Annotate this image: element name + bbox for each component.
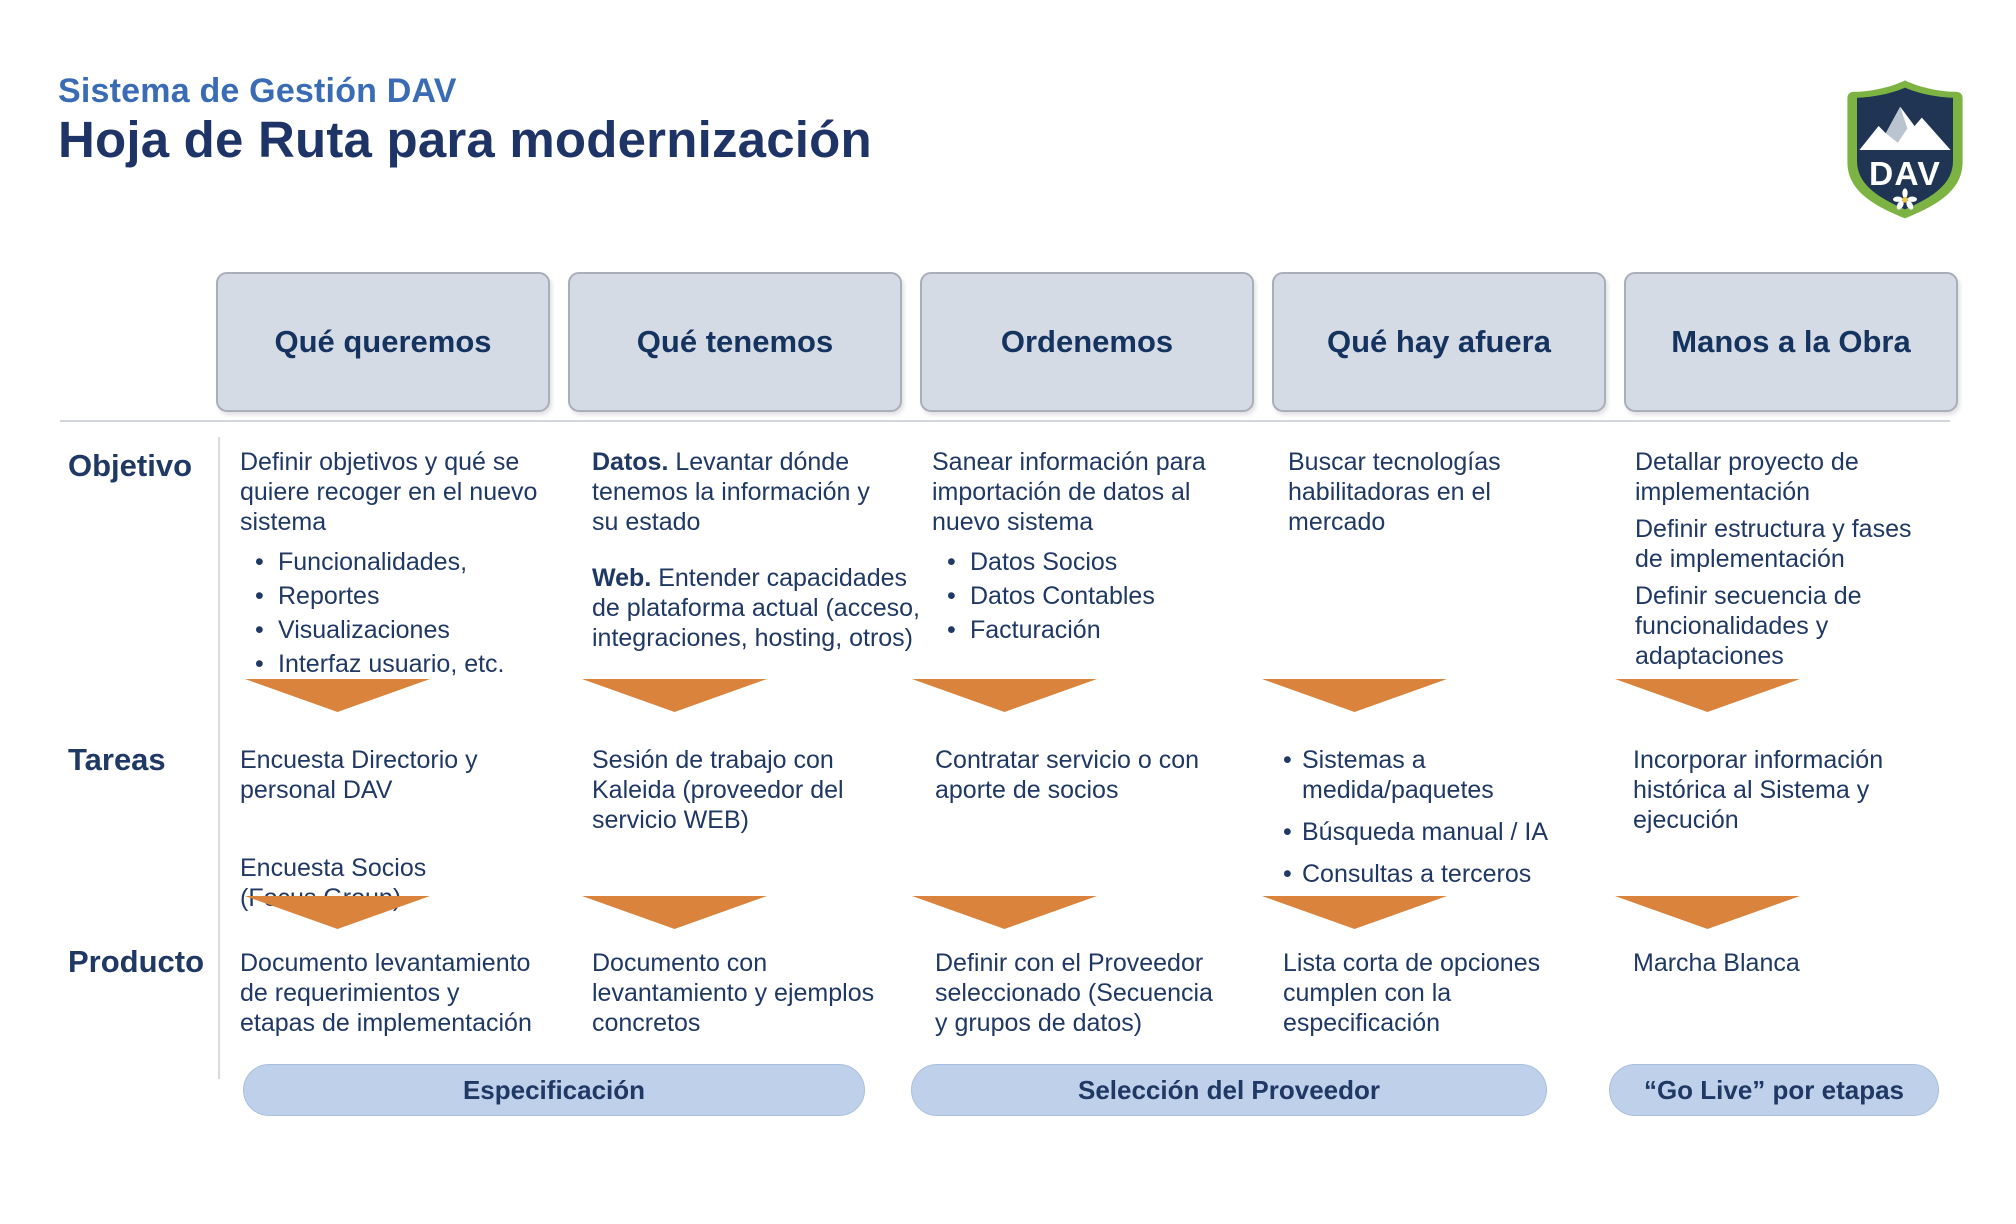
bullet-item: Consultas a terceros bbox=[1283, 859, 1628, 889]
paragraph: Lista corta de opciones cumplen con la e… bbox=[1283, 949, 1541, 1037]
objetivo-cell-ordenemos: Sanear información para importación de d… bbox=[932, 447, 1277, 649]
down-arrow-icon bbox=[245, 679, 430, 712]
bullet-item: Visualizaciones bbox=[240, 615, 585, 645]
paragraph: Documento con levantamiento y ejemplos c… bbox=[592, 949, 875, 1037]
stage-header-ordenemos: Ordenemos bbox=[920, 272, 1254, 412]
phase-pill-seleccion-proveedor: Selección del Proveedor bbox=[911, 1064, 1547, 1116]
tareas-cell-que-hay-afuera: Sistemas a medida/paquetes Búsqueda manu… bbox=[1283, 745, 1628, 901]
row-label-tareas: Tareas bbox=[68, 742, 166, 777]
bullet-item: Datos Contables bbox=[932, 581, 1277, 611]
producto-cell-que-queremos: Documento levantamiento de requerimiento… bbox=[240, 948, 585, 1038]
tareas-cell-que-tenemos: Sesión de trabajo con Kaleida (proveedor… bbox=[592, 745, 947, 835]
bullet-item: Reportes bbox=[240, 581, 585, 611]
logo-edelweiss-icon bbox=[1893, 188, 1917, 210]
paragraph-lead: Web. bbox=[592, 564, 652, 592]
tareas-cell-ordenemos: Contratar servicio o con aporte de socio… bbox=[935, 745, 1280, 805]
horizontal-divider bbox=[60, 420, 1950, 422]
paragraph: Documento levantamiento de requerimiento… bbox=[240, 949, 532, 1037]
stage-header-que-tenemos: Qué tenemos bbox=[568, 272, 902, 412]
phase-pill-go-live: “Go Live” por etapas bbox=[1609, 1064, 1939, 1116]
paragraph: Marcha Blanca bbox=[1633, 949, 1800, 977]
paragraph: Detallar proyecto de implementación bbox=[1635, 448, 1859, 506]
page-title: Hoja de Ruta para modernización bbox=[58, 111, 872, 168]
objetivo-cell-que-tenemos: Datos. Levantar dónde tenemos la informa… bbox=[592, 447, 947, 653]
bullet-list: Sistemas a medida/paquetes Búsqueda manu… bbox=[1283, 745, 1628, 889]
bullet-list: Funcionalidades, Reportes Visualizacione… bbox=[240, 547, 585, 679]
row-label-objetivo: Objetivo bbox=[68, 448, 193, 483]
bullet-item: Funcionalidades, bbox=[240, 547, 585, 577]
objetivo-cell-que-queremos: Definir objetivos y qué se quiere recoge… bbox=[240, 447, 585, 683]
paragraph: Incorporar información histórica al Sist… bbox=[1633, 746, 1884, 834]
logo-mountain-shade bbox=[1885, 106, 1908, 143]
bullet-item: Sistemas a medida/paquetes bbox=[1283, 745, 1628, 805]
stage-header-manos-a-la-obra: Manos a la Obra bbox=[1624, 272, 1958, 412]
down-arrow-icon bbox=[1615, 679, 1800, 712]
paragraph: Datos. Levantar dónde tenemos la informa… bbox=[592, 447, 947, 537]
producto-cell-ordenemos: Definir con el Proveedor seleccionado (S… bbox=[935, 948, 1280, 1038]
dav-logo: DAV bbox=[1847, 80, 1963, 219]
paragraph: Definir con el Proveedor seleccionado (S… bbox=[935, 949, 1213, 1037]
phase-pill-especificacion: Especificación bbox=[243, 1064, 865, 1116]
objetivo-cell-manos-a-la-obra: Detallar proyecto de implementación Defi… bbox=[1635, 447, 1995, 671]
bullet-list: Datos Socios Datos Contables Facturación bbox=[932, 547, 1277, 645]
tareas-cell-que-queremos: Encuesta Directorio y personal DAV Encue… bbox=[240, 745, 585, 913]
paragraph: Definir objetivos y qué se quiere recoge… bbox=[240, 448, 538, 536]
slide-subtitle: Sistema de Gestión DAV bbox=[58, 72, 457, 110]
down-arrow-icon bbox=[912, 896, 1097, 929]
down-arrow-icon bbox=[582, 896, 767, 929]
paragraph: Web. Entender capacidades de plataforma … bbox=[592, 563, 947, 653]
paragraph: Definir estructura y fases de implementa… bbox=[1635, 515, 1912, 573]
bullet-item: Interfaz usuario, etc. bbox=[240, 649, 585, 679]
vertical-divider bbox=[218, 437, 220, 1079]
producto-cell-que-hay-afuera: Lista corta de opciones cumplen con la e… bbox=[1283, 948, 1628, 1038]
bullet-item: Datos Socios bbox=[932, 547, 1277, 577]
down-arrow-icon bbox=[1262, 679, 1447, 712]
stage-header-que-hay-afuera: Qué hay afuera bbox=[1272, 272, 1606, 412]
paragraph: Sanear información para importación de d… bbox=[932, 448, 1206, 536]
down-arrow-icon bbox=[912, 679, 1097, 712]
tareas-cell-manos-a-la-obra: Incorporar información histórica al Sist… bbox=[1633, 745, 1993, 835]
producto-cell-que-tenemos: Documento con levantamiento y ejemplos c… bbox=[592, 948, 947, 1038]
paragraph: Buscar tecnologías habilitadoras en el m… bbox=[1288, 448, 1501, 536]
row-label-producto: Producto bbox=[68, 944, 205, 979]
bullet-item: Facturación bbox=[932, 615, 1277, 645]
paragraph: Contratar servicio o con aporte de socio… bbox=[935, 746, 1200, 804]
down-arrow-icon bbox=[1615, 896, 1800, 929]
paragraph-text: Levantar dónde tenemos la información y … bbox=[592, 448, 870, 536]
logo-wordmark: DAV bbox=[1869, 156, 1941, 193]
down-arrow-icon bbox=[582, 679, 767, 712]
paragraph-text: Entender capacidades de plataforma actua… bbox=[592, 564, 920, 652]
bullet-item: Búsqueda manual / IA bbox=[1283, 817, 1628, 847]
paragraph: Encuesta Directorio y personal DAV bbox=[240, 746, 478, 804]
stage-header-que-queremos: Qué queremos bbox=[216, 272, 550, 412]
paragraph-lead: Datos. bbox=[592, 448, 669, 476]
paragraph: Definir secuencia de funcionalidades y a… bbox=[1635, 582, 1862, 670]
producto-cell-manos-a-la-obra: Marcha Blanca bbox=[1633, 948, 1993, 978]
down-arrow-icon bbox=[1262, 896, 1447, 929]
paragraph: Sesión de trabajo con Kaleida (proveedor… bbox=[592, 746, 844, 834]
objetivo-cell-que-hay-afuera: Buscar tecnologías habilitadoras en el m… bbox=[1288, 447, 1633, 537]
